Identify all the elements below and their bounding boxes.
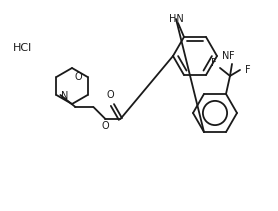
Text: N: N (222, 51, 229, 61)
Text: F: F (229, 51, 235, 61)
Text: HN: HN (169, 14, 183, 24)
Text: F: F (211, 58, 217, 68)
Text: F: F (245, 65, 251, 75)
Text: O: O (75, 72, 83, 82)
Text: N: N (61, 91, 69, 101)
Text: HCl: HCl (13, 43, 32, 53)
Text: O: O (101, 121, 109, 131)
Text: O: O (106, 90, 114, 100)
